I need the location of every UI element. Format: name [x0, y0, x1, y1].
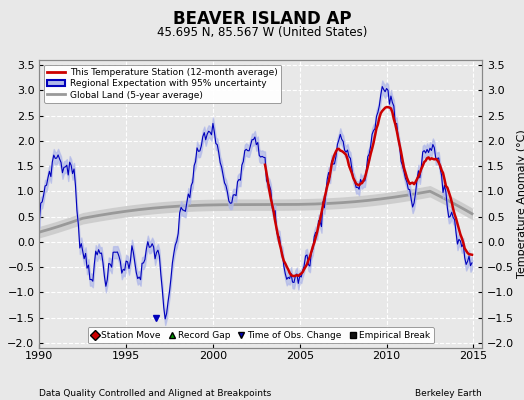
Y-axis label: Temperature Anomaly (°C): Temperature Anomaly (°C) [517, 130, 524, 278]
Text: Berkeley Earth: Berkeley Earth [416, 389, 482, 398]
Legend: Station Move, Record Gap, Time of Obs. Change, Empirical Break: Station Move, Record Gap, Time of Obs. C… [88, 327, 434, 344]
Text: 45.695 N, 85.567 W (United States): 45.695 N, 85.567 W (United States) [157, 26, 367, 39]
Text: Data Quality Controlled and Aligned at Breakpoints: Data Quality Controlled and Aligned at B… [39, 389, 271, 398]
Text: BEAVER ISLAND AP: BEAVER ISLAND AP [173, 10, 351, 28]
